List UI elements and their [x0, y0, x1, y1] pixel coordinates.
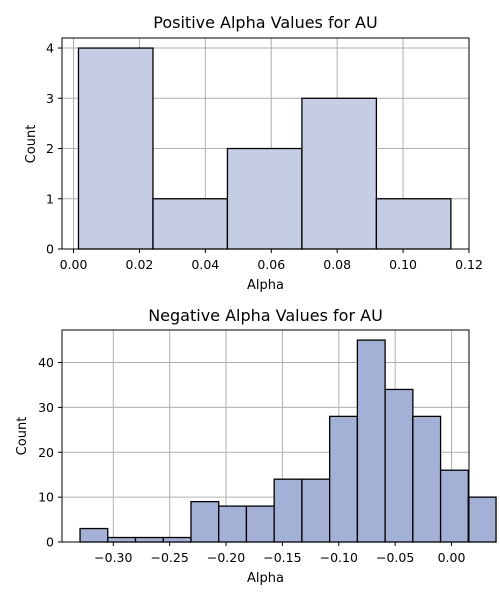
histogram-bar — [329, 415, 359, 543]
y-tick-label: 20 — [38, 445, 54, 460]
y-tick-label: 0 — [46, 535, 54, 550]
x-tick-label: −0.10 — [320, 550, 358, 565]
y-tick-label: 40 — [38, 355, 54, 370]
y-tick-label: 2 — [46, 141, 54, 156]
histogram-bar — [107, 536, 137, 543]
x-tick-label: −0.05 — [376, 550, 414, 565]
histogram-bar — [273, 478, 303, 543]
x-tick-label: 0.04 — [191, 257, 219, 272]
x-tick-label: −0.15 — [263, 550, 301, 565]
histogram-bar — [152, 198, 229, 250]
chart-title: Positive Alpha Values for AU — [153, 13, 377, 32]
y-tick-label: 0 — [46, 242, 54, 257]
histogram-bar — [356, 339, 386, 543]
y-tick-label: 30 — [38, 400, 54, 415]
histogram-bar — [134, 536, 164, 543]
y-axis-label: Count — [24, 125, 39, 164]
x-tick-label: 0.08 — [323, 257, 351, 272]
y-tick-label: 1 — [46, 191, 54, 206]
histogram-bar — [375, 198, 452, 250]
histogram-bar — [162, 536, 192, 543]
histogram-bar — [301, 478, 331, 543]
x-tick-label: 0.10 — [389, 257, 417, 272]
y-tick-label: 4 — [46, 41, 54, 56]
histogram-bar — [439, 469, 469, 543]
x-tick-label: 0.12 — [455, 257, 483, 272]
x-tick-label: −0.20 — [207, 550, 245, 565]
plot-frame — [61, 329, 470, 543]
y-tick-label: 10 — [38, 490, 54, 505]
positive-alpha-histogram: Positive Alpha Values for AU Alpha Count… — [24, 13, 483, 293]
y-tick-label: 3 — [46, 91, 54, 106]
histogram-bar — [245, 505, 275, 543]
y-axis-label: Count — [15, 417, 30, 456]
x-tick-label: 0.02 — [126, 257, 154, 272]
x-axis-label: Alpha — [247, 571, 284, 586]
x-tick-label: 0.00 — [60, 257, 88, 272]
histogram-bar — [412, 415, 442, 543]
histogram-bar — [77, 47, 154, 250]
x-tick-label: −0.30 — [94, 550, 132, 565]
histogram-bar — [467, 496, 497, 543]
histogram-bar — [226, 147, 303, 250]
x-tick-label: −0.25 — [151, 550, 189, 565]
histogram-bar — [79, 527, 109, 543]
chart-title: Negative Alpha Values for AU — [148, 306, 383, 325]
plot-frame — [61, 37, 470, 250]
histogram-bar — [218, 505, 248, 543]
x-tick-label: 0.00 — [438, 550, 466, 565]
histogram-bar — [384, 388, 414, 543]
histogram-bar — [190, 500, 220, 543]
x-axis-label: Alpha — [247, 278, 284, 293]
histogram-bar — [301, 97, 378, 250]
x-tick-label: 0.06 — [257, 257, 285, 272]
negative-alpha-histogram: Negative Alpha Values for AU Alpha Count… — [15, 306, 497, 586]
